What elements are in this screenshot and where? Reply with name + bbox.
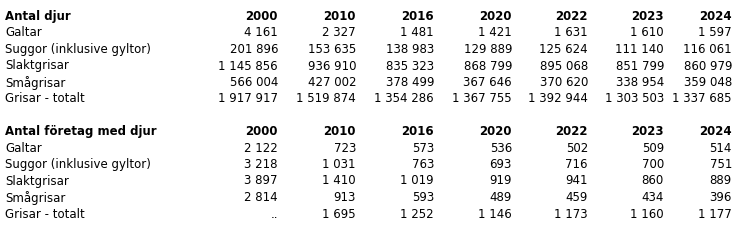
Text: 1 481: 1 481: [401, 26, 434, 39]
Text: 1 367 755: 1 367 755: [452, 92, 512, 105]
Text: 434: 434: [641, 190, 664, 203]
Text: Slaktgrisar: Slaktgrisar: [5, 59, 69, 72]
Text: 1 303 503: 1 303 503: [605, 92, 664, 105]
Text: 2 814: 2 814: [245, 190, 278, 203]
Text: Smågrisar: Smågrisar: [5, 190, 65, 204]
Text: 1 145 856: 1 145 856: [219, 59, 278, 72]
Text: 378 499: 378 499: [386, 76, 434, 89]
Text: 936 910: 936 910: [307, 59, 356, 72]
Text: 751: 751: [709, 157, 732, 170]
Text: Smågrisar: Smågrisar: [5, 76, 65, 90]
Text: ..: ..: [270, 207, 278, 219]
Text: 835 323: 835 323: [386, 59, 434, 72]
Text: 723: 723: [333, 141, 356, 154]
Text: 489: 489: [490, 190, 512, 203]
Text: 716: 716: [565, 157, 588, 170]
Text: 868 799: 868 799: [463, 59, 512, 72]
Text: 860: 860: [641, 174, 664, 187]
Text: 851 799: 851 799: [616, 59, 664, 72]
Text: 913: 913: [333, 190, 356, 203]
Text: 693: 693: [490, 157, 512, 170]
Text: 459: 459: [565, 190, 588, 203]
Text: 1 421: 1 421: [478, 26, 512, 39]
Text: Suggor (inklusive gyltor): Suggor (inklusive gyltor): [5, 43, 151, 56]
Text: 919: 919: [489, 174, 512, 187]
Text: 2024: 2024: [699, 10, 732, 23]
Text: 1 160: 1 160: [630, 207, 664, 219]
Text: 338 954: 338 954: [616, 76, 664, 89]
Text: 536: 536: [490, 141, 512, 154]
Text: 1 410: 1 410: [322, 174, 356, 187]
Text: 2022: 2022: [556, 125, 588, 137]
Text: 125 624: 125 624: [539, 43, 588, 56]
Text: Slaktgrisar: Slaktgrisar: [5, 174, 69, 187]
Text: 2010: 2010: [324, 125, 356, 137]
Text: Antal företag med djur: Antal företag med djur: [5, 125, 157, 137]
Text: 427 002: 427 002: [307, 76, 356, 89]
Text: 201 896: 201 896: [230, 43, 278, 56]
Text: 2010: 2010: [324, 10, 356, 23]
Text: 2 122: 2 122: [245, 141, 278, 154]
Text: 1 695: 1 695: [322, 207, 356, 219]
Text: 763: 763: [412, 157, 434, 170]
Text: 1 597: 1 597: [698, 26, 732, 39]
Text: 153 635: 153 635: [307, 43, 356, 56]
Text: 3 218: 3 218: [245, 157, 278, 170]
Text: 1 177: 1 177: [698, 207, 732, 219]
Text: 2023: 2023: [632, 125, 664, 137]
Text: 1 252: 1 252: [401, 207, 434, 219]
Text: 1 019: 1 019: [401, 174, 434, 187]
Text: 2016: 2016: [401, 10, 434, 23]
Text: Suggor (inklusive gyltor): Suggor (inklusive gyltor): [5, 157, 151, 170]
Text: 2016: 2016: [401, 125, 434, 137]
Text: 3 897: 3 897: [245, 174, 278, 187]
Text: 2000: 2000: [245, 10, 278, 23]
Text: 1 610: 1 610: [630, 26, 664, 39]
Text: 509: 509: [641, 141, 664, 154]
Text: 1 173: 1 173: [554, 207, 588, 219]
Text: 1 354 286: 1 354 286: [375, 92, 434, 105]
Text: 111 140: 111 140: [616, 43, 664, 56]
Text: 593: 593: [412, 190, 434, 203]
Text: 116 061: 116 061: [684, 43, 732, 56]
Text: 396: 396: [709, 190, 732, 203]
Text: Grisar - totalt: Grisar - totalt: [5, 207, 85, 219]
Text: 502: 502: [566, 141, 588, 154]
Text: 2022: 2022: [556, 10, 588, 23]
Text: 514: 514: [709, 141, 732, 154]
Text: 1 519 874: 1 519 874: [296, 92, 356, 105]
Text: 1 337 685: 1 337 685: [672, 92, 732, 105]
Text: 941: 941: [565, 174, 588, 187]
Text: 700: 700: [641, 157, 664, 170]
Text: Grisar - totalt: Grisar - totalt: [5, 92, 85, 105]
Text: 359 048: 359 048: [684, 76, 732, 89]
Text: 889: 889: [709, 174, 732, 187]
Text: 1 631: 1 631: [554, 26, 588, 39]
Text: 138 983: 138 983: [386, 43, 434, 56]
Text: 2023: 2023: [632, 10, 664, 23]
Text: 2020: 2020: [480, 10, 512, 23]
Text: 1 392 944: 1 392 944: [528, 92, 588, 105]
Text: 370 620: 370 620: [539, 76, 588, 89]
Text: 2000: 2000: [245, 125, 278, 137]
Text: 2020: 2020: [480, 125, 512, 137]
Text: Galtar: Galtar: [5, 26, 41, 39]
Text: 895 068: 895 068: [539, 59, 588, 72]
Text: Galtar: Galtar: [5, 141, 41, 154]
Text: 2 327: 2 327: [322, 26, 356, 39]
Text: 566 004: 566 004: [230, 76, 278, 89]
Text: 367 646: 367 646: [463, 76, 512, 89]
Text: 129 889: 129 889: [463, 43, 512, 56]
Text: 1 031: 1 031: [322, 157, 356, 170]
Text: 860 979: 860 979: [684, 59, 732, 72]
Text: 1 917 917: 1 917 917: [218, 92, 278, 105]
Text: 2024: 2024: [699, 125, 732, 137]
Text: 1 146: 1 146: [478, 207, 512, 219]
Text: Antal djur: Antal djur: [5, 10, 71, 23]
Text: 4 161: 4 161: [245, 26, 278, 39]
Text: 573: 573: [412, 141, 434, 154]
